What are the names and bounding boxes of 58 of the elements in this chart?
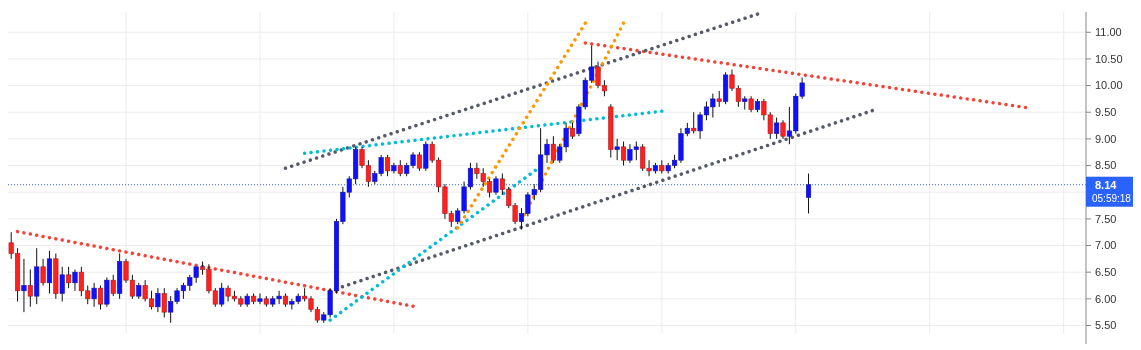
y-tick-label: 10.00 (1095, 79, 1123, 92)
ref-line-label: 8.14 (1095, 178, 1118, 191)
candlestick (257, 292, 263, 305)
y-tick-label: 9.50 (1095, 106, 1117, 119)
candlestick (40, 258, 46, 286)
candlestick (774, 117, 780, 140)
candlestick (244, 292, 250, 308)
candlestick (59, 266, 65, 302)
candlestick (723, 71, 729, 105)
candlestick (72, 268, 78, 292)
y-tick-label: 5.50 (1095, 319, 1117, 332)
candlestick (423, 141, 429, 172)
candlestick (652, 162, 658, 175)
candlestick (780, 119, 786, 140)
candlestick (397, 159, 403, 177)
candlestick (621, 141, 627, 167)
candlestick (97, 284, 104, 310)
candlestick (748, 95, 754, 113)
candlestick (91, 282, 97, 308)
candlestick (155, 287, 161, 313)
y-tick-label: 6.00 (1095, 292, 1117, 305)
y-tick-label: 10.50 (1095, 52, 1123, 65)
y-tick-label: 8.50 (1095, 159, 1117, 172)
candlestick (161, 287, 167, 318)
candlestick (53, 253, 59, 300)
candlestick (46, 250, 52, 294)
candlestick (391, 162, 397, 175)
candlestick (104, 276, 110, 308)
candlestick (614, 138, 620, 161)
candlestick (742, 95, 748, 111)
text: 05:59:18 (1092, 193, 1132, 205)
y-tick-label: 9.00 (1095, 132, 1117, 145)
candlestick (34, 247, 40, 305)
candlestick (691, 111, 697, 135)
y-tick-label: 7.50 (1095, 212, 1117, 225)
candlestick (21, 258, 27, 313)
candlestick (608, 103, 614, 159)
candlestick (569, 122, 576, 140)
candlestick (219, 282, 225, 308)
candlestick (754, 98, 761, 113)
candlestick (263, 295, 269, 308)
candlestick (282, 292, 289, 308)
candlestick (385, 154, 391, 177)
y-tick-label: 7.00 (1095, 239, 1117, 252)
candlestick (117, 253, 123, 300)
y-tick-label: 11.00 (1095, 26, 1122, 39)
candlestick (493, 175, 499, 196)
candlestick (805, 173, 812, 215)
y-tick-label: 6.50 (1095, 266, 1117, 279)
candlestick (27, 268, 33, 308)
candlestick (66, 266, 72, 289)
candlestick (716, 90, 722, 108)
candlestick (251, 292, 257, 305)
candlestick (659, 159, 665, 175)
candlestick (136, 282, 142, 300)
candlestick (416, 151, 422, 172)
candlestick (550, 135, 556, 164)
candlestick (110, 274, 116, 297)
